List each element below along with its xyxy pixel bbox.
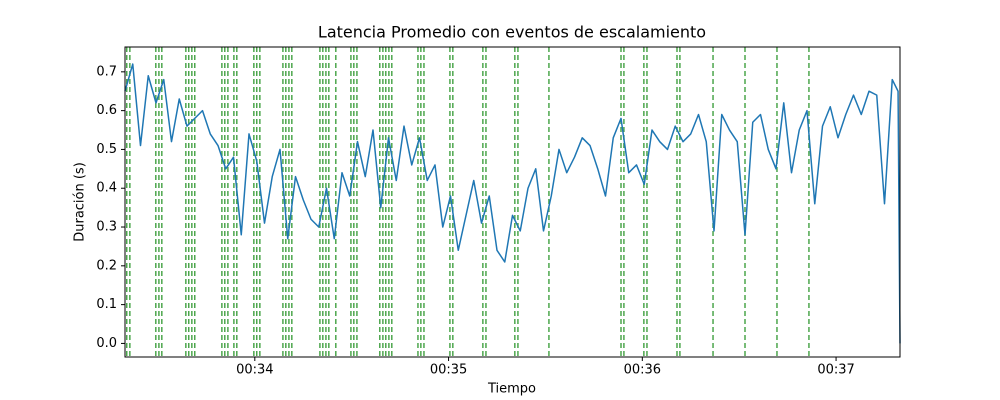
x-tick-label: 00:37 (817, 363, 854, 378)
y-tick-label: 0.7 (96, 64, 117, 79)
y-tick-label: 0.2 (96, 258, 117, 273)
x-tick-label: 00:34 (236, 363, 273, 378)
y-tick-label: 0.0 (96, 336, 117, 351)
y-tick-label: 0.3 (96, 220, 117, 235)
data-line (124, 63, 901, 344)
chart-title: Latencia Promedio con eventos de escalam… (318, 23, 706, 42)
x-tick-label: 00:35 (430, 363, 467, 378)
plot-frame (124, 46, 901, 358)
y-axis-label: Duración (s) (73, 162, 88, 242)
y-tick-label: 0.1 (96, 297, 117, 312)
x-axis-label: Tiempo (487, 382, 536, 397)
y-tick-label: 0.5 (96, 142, 117, 157)
y-tick-label: 0.4 (96, 181, 117, 196)
x-tick-label: 00:36 (624, 363, 661, 378)
y-tick-label: 0.6 (96, 103, 117, 118)
